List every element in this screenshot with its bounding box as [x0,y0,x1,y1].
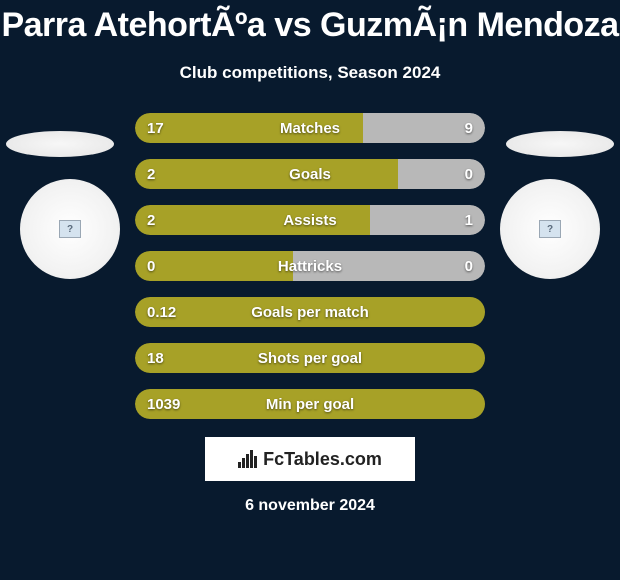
stat-seg-left [135,297,485,327]
watermark-text: FcTables.com [263,449,382,470]
stat-value-left: 1039 [147,389,180,419]
stat-value-right: 0 [465,159,473,189]
date-text: 6 november 2024 [0,497,620,515]
watermark: FcTables.com [205,437,415,481]
stat-row: 179Matches [135,113,485,143]
stats-bars: 179Matches20Goals21Assists00Hattricks0.1… [135,113,485,419]
stat-row: 20Goals [135,159,485,189]
comparison-stage: 179Matches20Goals21Assists00Hattricks0.1… [0,113,620,419]
stat-seg-left [135,159,398,189]
stat-seg-left [135,113,363,143]
stat-value-left: 0 [147,251,155,281]
player-photo-left [6,131,114,157]
stat-seg-left [135,251,293,281]
stat-value-right: 0 [465,251,473,281]
stat-value-left: 0.12 [147,297,176,327]
stat-value-right: 9 [465,113,473,143]
stat-value-left: 17 [147,113,164,143]
stat-value-right: 1 [465,205,473,235]
club-badge-right [500,179,600,279]
page-title: Parra AtehortÃºa vs GuzmÃ¡n Mendoza [0,0,620,45]
stat-seg-right [293,251,486,281]
stat-row: 18Shots per goal [135,343,485,373]
club-badge-left [20,179,120,279]
stat-value-left: 2 [147,205,155,235]
stat-seg-left [135,389,485,419]
subtitle: Club competitions, Season 2024 [0,63,620,83]
stat-row: 21Assists [135,205,485,235]
player-photo-right [506,131,614,157]
chart-bars-icon [238,450,257,468]
stat-value-left: 18 [147,343,164,373]
placeholder-icon [539,220,561,238]
stat-row: 1039Min per goal [135,389,485,419]
stat-value-left: 2 [147,159,155,189]
stat-seg-left [135,343,485,373]
stat-row: 0.12Goals per match [135,297,485,327]
stat-row: 00Hattricks [135,251,485,281]
placeholder-icon [59,220,81,238]
stat-seg-left [135,205,370,235]
